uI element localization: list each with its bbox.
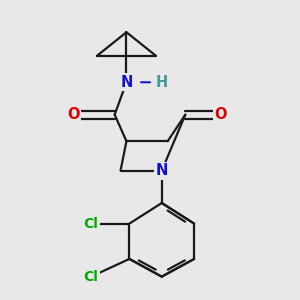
Text: O: O [67,107,80,122]
Text: Cl: Cl [84,270,98,283]
Text: N: N [156,163,168,178]
Text: N: N [120,75,133,90]
Text: Cl: Cl [84,217,98,231]
Text: O: O [214,107,227,122]
Text: H: H [156,75,168,90]
